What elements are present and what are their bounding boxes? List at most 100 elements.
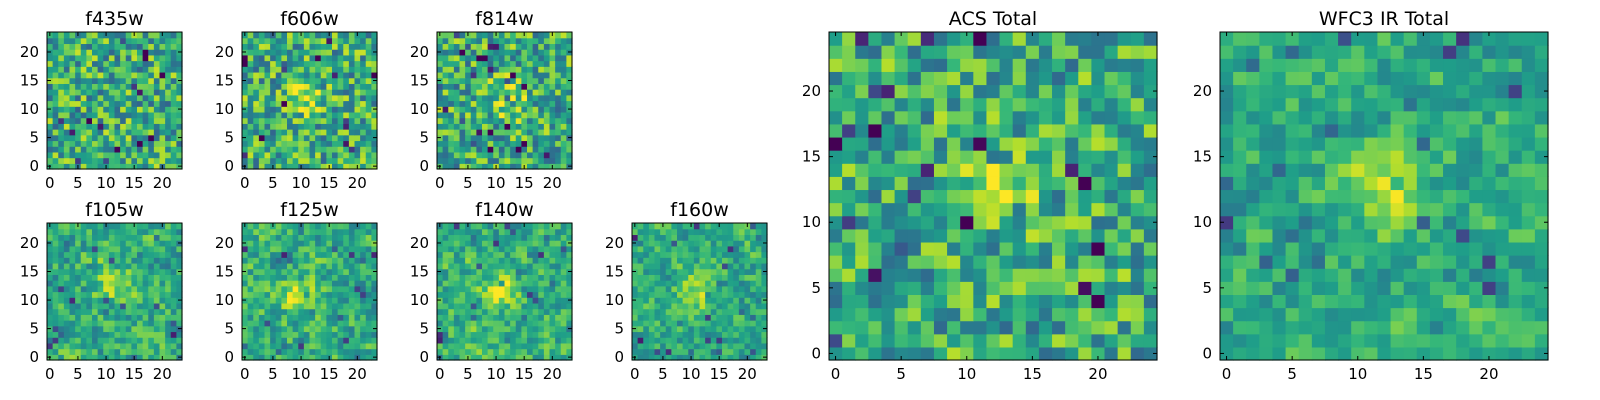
heatmap-cell	[476, 54, 483, 62]
heatmap-cell	[476, 151, 483, 159]
heatmap-cell	[165, 251, 172, 258]
heatmap-cell	[448, 71, 455, 79]
heatmap-cell	[92, 77, 99, 84]
heatmap-cell	[677, 314, 684, 321]
heatmap-cell	[75, 342, 82, 350]
heatmap-cell	[907, 228, 922, 243]
heatmap-cell	[365, 240, 372, 247]
heatmap-cell	[281, 223, 288, 230]
heatmap-cell	[47, 302, 54, 310]
heatmap-cell	[566, 342, 573, 350]
heatmap-cell	[682, 262, 689, 270]
heatmap-cell	[521, 60, 528, 67]
heatmap-cell	[842, 176, 856, 191]
heatmap-cell	[1130, 281, 1145, 295]
heatmap-cell	[58, 157, 65, 164]
heatmap-cell	[92, 163, 99, 170]
heatmap-cell	[465, 280, 472, 287]
heatmap-cell	[933, 228, 948, 243]
heatmap-cell	[560, 60, 567, 67]
heatmap-cell	[348, 77, 356, 84]
heatmap-cell	[476, 280, 483, 287]
heatmap-cell	[332, 146, 339, 153]
heatmap-cell	[108, 251, 116, 258]
heatmap-cell	[360, 134, 367, 142]
heatmap-cell	[80, 342, 87, 350]
heatmap-cell	[682, 285, 689, 293]
heatmap-cell	[482, 342, 489, 350]
heatmap-cell	[493, 320, 500, 327]
heatmap-cell	[153, 71, 161, 79]
heatmap-cell	[242, 302, 249, 310]
heatmap-cell	[287, 337, 294, 344]
heatmap-cell	[532, 163, 539, 170]
heatmap-cell	[343, 151, 350, 159]
heatmap-cell	[360, 314, 367, 321]
heatmap-cell	[287, 37, 294, 45]
heatmap-cell	[170, 285, 177, 293]
heatmap-cell	[487, 157, 494, 164]
heatmap-cell	[727, 314, 734, 321]
heatmap-cell	[258, 280, 266, 287]
heatmap-cell	[125, 308, 132, 315]
heatmap-cell	[137, 163, 144, 170]
heatmap-cell	[170, 54, 177, 62]
heatmap-cell	[560, 245, 567, 253]
heatmap-cell	[69, 285, 76, 293]
heatmap-cell	[498, 117, 506, 124]
heatmap-cell	[343, 129, 350, 136]
heatmap-cell	[710, 320, 717, 327]
heatmap-cell	[281, 274, 288, 281]
heatmap-cell	[247, 268, 254, 275]
heatmap-cell	[287, 77, 294, 84]
heatmap-cell	[727, 331, 734, 338]
heatmap-cell	[543, 337, 551, 344]
heatmap-cell	[1065, 110, 1079, 125]
heatmap-cell	[348, 66, 356, 73]
heatmap-cell	[58, 268, 65, 275]
heatmap-cell	[442, 60, 449, 67]
heatmap-cell	[170, 297, 177, 304]
heatmap-cell	[86, 32, 93, 39]
heatmap-cell	[476, 342, 483, 350]
heatmap-cell	[1078, 307, 1092, 322]
heatmap-cell	[855, 281, 869, 295]
heatmap-cell	[103, 146, 110, 153]
heatmap-cell	[1038, 228, 1053, 243]
heatmap-cell	[170, 302, 177, 310]
heatmap-cell	[86, 342, 93, 350]
heatmap-cell	[1025, 176, 1040, 191]
heatmap-cell	[738, 251, 746, 258]
heatmap-cell	[58, 54, 65, 62]
heatmap-cell	[1104, 163, 1119, 177]
heatmap-cell	[309, 223, 316, 230]
heatmap-cell	[92, 43, 99, 50]
heatmap-cell	[258, 297, 266, 304]
heatmap-cell	[504, 157, 511, 164]
heatmap-cell	[1012, 346, 1027, 361]
heatmap-cell	[555, 83, 562, 90]
heatmap-cell	[69, 342, 76, 350]
heatmap-cell	[637, 325, 644, 333]
heatmap-cell	[459, 291, 466, 298]
heatmap-cell	[287, 302, 294, 310]
heatmap-cell	[1078, 255, 1092, 269]
heatmap-cell	[1038, 202, 1053, 217]
heatmap-cell	[933, 215, 948, 230]
heatmap-cell	[510, 49, 517, 56]
heatmap-cell	[148, 223, 155, 230]
heatmap-cell	[153, 60, 161, 67]
heatmap-cell	[682, 331, 689, 338]
heatmap-cell	[63, 348, 71, 355]
heatmap-cell	[543, 146, 551, 153]
heatmap-cell	[247, 83, 254, 90]
heatmap-cell	[63, 77, 71, 84]
heatmap-cell	[1038, 45, 1053, 59]
heatmap-cell	[320, 43, 327, 50]
heatmap-cell	[693, 297, 701, 304]
heatmap-cell	[292, 123, 299, 130]
heatmap-cell	[543, 151, 551, 159]
heatmap-cell	[448, 354, 455, 361]
heatmap-cell	[677, 268, 684, 275]
heatmap-cell	[108, 354, 116, 361]
